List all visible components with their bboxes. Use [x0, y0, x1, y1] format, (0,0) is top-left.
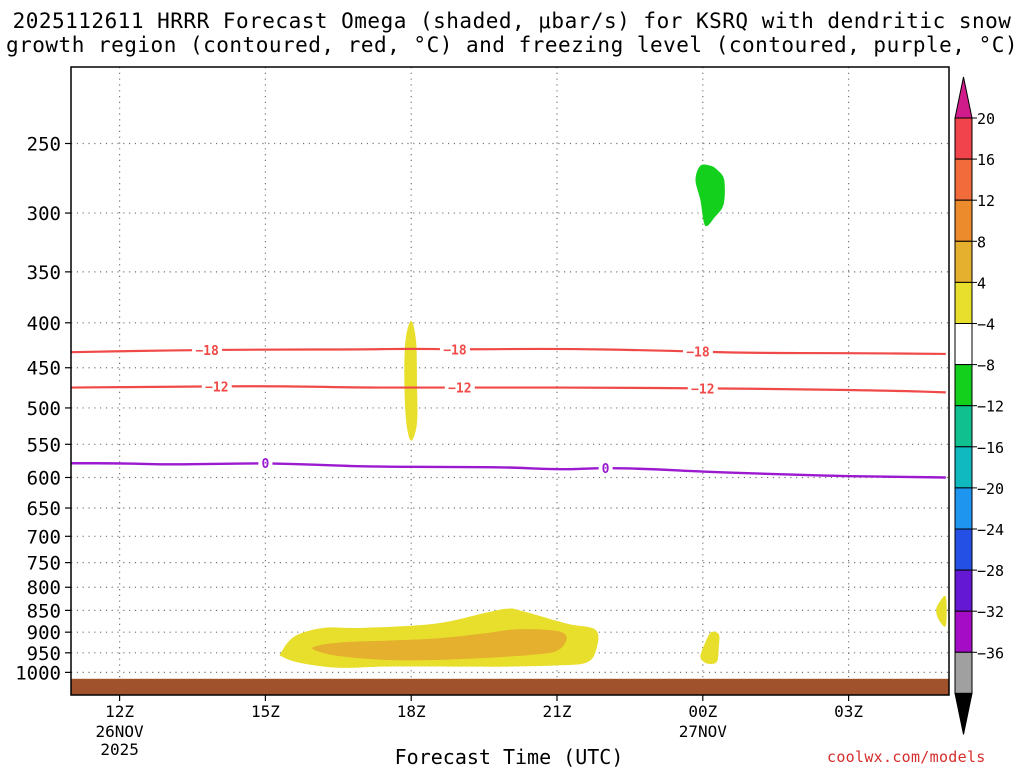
contour-label: −12: [448, 382, 471, 397]
x-tick-sublabel-date: 26NOV: [96, 722, 145, 741]
omega-shading: [279, 164, 947, 668]
colorbar-bin: [954, 199, 973, 242]
contour-label: −18: [195, 344, 219, 359]
colorbar-tick-label: −8: [977, 357, 995, 375]
pressure-axis: 2503003504004505005506006507007508008509…: [15, 134, 71, 684]
y-tick-label: 500: [27, 398, 61, 420]
contour-label: −12: [691, 382, 714, 397]
contour-label: 0: [261, 457, 269, 472]
colorbar-bin-top-triangle: [954, 76, 973, 119]
y-tick-label: 600: [27, 467, 61, 489]
colorbar-tick-label: −20: [977, 480, 1004, 498]
y-tick-label: 250: [27, 134, 61, 156]
contour-label-bg: [687, 380, 718, 397]
colorbar-bin: [954, 158, 973, 201]
omega-region-4-to-8: [700, 631, 720, 665]
colorbar-bin: [954, 405, 973, 448]
plot-frame: [70, 66, 950, 696]
chart-title-line-1: 2025112611 HRRR Forecast Omega (shaded, …: [12, 9, 1012, 33]
colorbar-bin: [954, 281, 973, 324]
omega-region-4-to-8: [936, 595, 947, 627]
colorbar-bin: [954, 610, 973, 653]
x-tick-label: 15Z: [251, 702, 280, 721]
colorbar-bin: [954, 528, 973, 571]
colorbar-tick-label: −4: [977, 316, 995, 334]
chart-title-line-2: growth region (contoured, red, °C) and f…: [5, 33, 1019, 57]
ground-fill: [71, 678, 949, 695]
x-tick-sublabel-date: 27NOV: [679, 722, 728, 741]
x-axis-title: Forecast Time (UTC): [394, 745, 624, 769]
contour-label: −18: [443, 343, 467, 358]
y-tick-label: 800: [27, 577, 61, 599]
colorbar-bin: [954, 651, 973, 694]
colorbar-tick-label: 16: [977, 151, 995, 169]
ground: [71, 678, 949, 695]
colorbar-tick-label: 8: [977, 233, 986, 251]
colorbar-bin: [954, 364, 973, 407]
y-tick-label: 650: [27, 498, 61, 520]
colorbar-tick-label: −12: [977, 398, 1004, 416]
contour-label: −12: [205, 380, 228, 395]
y-tick-label: 900: [27, 622, 61, 644]
y-tick-label: 850: [27, 600, 61, 622]
omega-region--8-to--4: [695, 164, 725, 227]
y-tick-label: 300: [27, 203, 61, 225]
x-tick-label: 18Z: [397, 702, 426, 721]
y-tick-label: 950: [27, 643, 61, 665]
y-tick-label: 750: [27, 553, 61, 575]
contour-label-bg: [201, 378, 232, 395]
colorbar-tick-label: −36: [977, 644, 1004, 662]
contour-label-bg: [439, 341, 470, 358]
x-tick-label: 03Z: [834, 702, 863, 721]
colorbar-tick-label: −16: [977, 439, 1004, 457]
colorbar-tick-label: 20: [977, 110, 995, 128]
colorbar-bin: [954, 487, 973, 530]
x-tick-label: 21Z: [543, 702, 572, 721]
colorbar-bin: [954, 117, 973, 160]
contour-label-bg: [682, 343, 713, 360]
colorbar-bin: [954, 240, 973, 283]
colorbar-tick-label: −24: [977, 521, 1004, 539]
omega-region-8-to-12: [312, 629, 567, 661]
colorbar-tick-label: −32: [977, 603, 1004, 621]
y-tick-label: 1000: [15, 662, 61, 684]
colorbar-tick-label: 12: [977, 192, 995, 210]
colorbar-tick-label: −28: [977, 562, 1004, 580]
x-tick-label: 12Z: [105, 702, 134, 721]
contour-label: −18: [686, 346, 710, 361]
site-credit[interactable]: coolwx.com/models: [827, 748, 986, 766]
contour-0: [71, 462, 946, 479]
y-tick-label: 450: [27, 358, 61, 380]
contour-label: 0: [602, 462, 610, 477]
x-tick-label: 00Z: [688, 702, 717, 721]
y-tick-label: 350: [27, 262, 61, 284]
temperature-contours: −18 −18 −18 −12 −12 −12 0 0: [71, 341, 946, 479]
y-tick-label: 400: [27, 313, 61, 335]
contour-label-bg: [192, 342, 223, 359]
colorbar-bin: [954, 446, 973, 489]
omega-colorbar: 20 16 12 8 4 −4 −8 −12 −16 −20 −24 −28 −32 −36: [954, 76, 1004, 735]
colorbar-tick-label: 4: [977, 274, 986, 292]
y-tick-label: 700: [27, 526, 61, 548]
colorbar-bin: [954, 323, 973, 366]
contour-label-bg: [258, 455, 273, 472]
y-tick-label: 550: [27, 434, 61, 456]
colorbar-bin: [954, 569, 973, 612]
omega-region-4-to-8: [404, 320, 418, 441]
contour-label-bg: [444, 379, 475, 396]
x-tick-sublabel-year: 2025: [100, 740, 139, 759]
contour-label-bg: [598, 459, 613, 476]
colorbar-bin-bottom-triangle: [954, 692, 973, 735]
